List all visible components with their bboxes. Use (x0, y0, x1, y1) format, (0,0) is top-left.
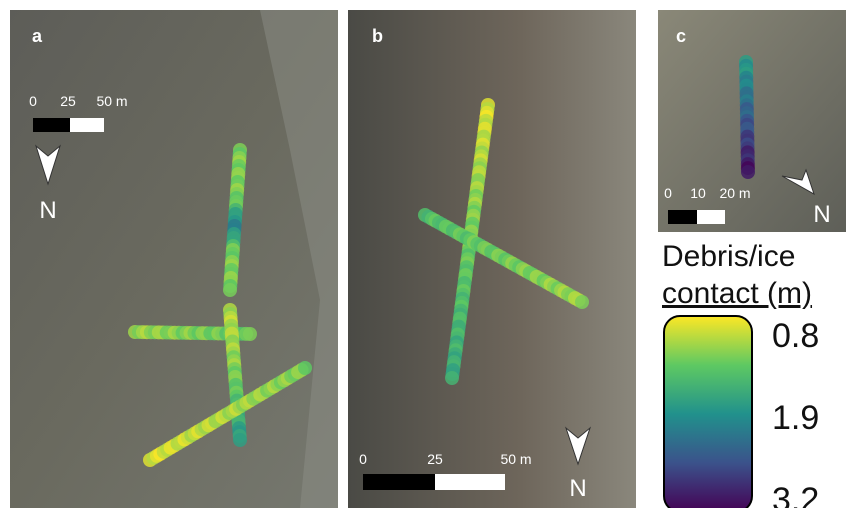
legend-subtitle: contact (m) (662, 277, 812, 310)
legend-title: Debris/ice (662, 240, 795, 273)
scale-bar (363, 474, 435, 490)
colorbar (664, 316, 752, 508)
colorbar-tick-label: 0.8 (772, 317, 819, 355)
scale-label: 50 m (96, 93, 127, 109)
track-point (298, 361, 312, 375)
panel-label: b (372, 26, 383, 46)
scale-bar (33, 118, 70, 132)
scale-label: 0 (29, 93, 37, 109)
track-point (741, 165, 755, 179)
scale-label: 25 (60, 93, 76, 109)
scale-label: 20 m (719, 185, 750, 201)
north-label: N (813, 201, 830, 228)
north-label: N (39, 197, 56, 224)
panel-label: c (676, 26, 686, 46)
figure: a b c 0 25 50 m N 0 25 50 m N 0 10 20 m … (0, 0, 846, 508)
track-point (575, 295, 589, 309)
scale-label: 50 m (500, 451, 531, 467)
north-label: N (569, 475, 586, 502)
scale-bar (697, 210, 725, 224)
scale-label: 0 (359, 451, 367, 467)
scale-bar (668, 210, 697, 224)
scale-label: 0 (664, 185, 672, 201)
track-point (243, 327, 257, 341)
scale-label: 25 (427, 451, 443, 467)
panel-label: a (32, 26, 43, 46)
track-point (445, 371, 459, 385)
scale-bar (435, 474, 505, 490)
track-point (233, 433, 247, 447)
scale-label: 10 (690, 185, 706, 201)
track-point (223, 283, 237, 297)
colorbar-tick-label: 1.9 (772, 399, 819, 437)
colorbar-tick-label: 3.2 (772, 481, 819, 508)
scale-bar (70, 118, 104, 132)
